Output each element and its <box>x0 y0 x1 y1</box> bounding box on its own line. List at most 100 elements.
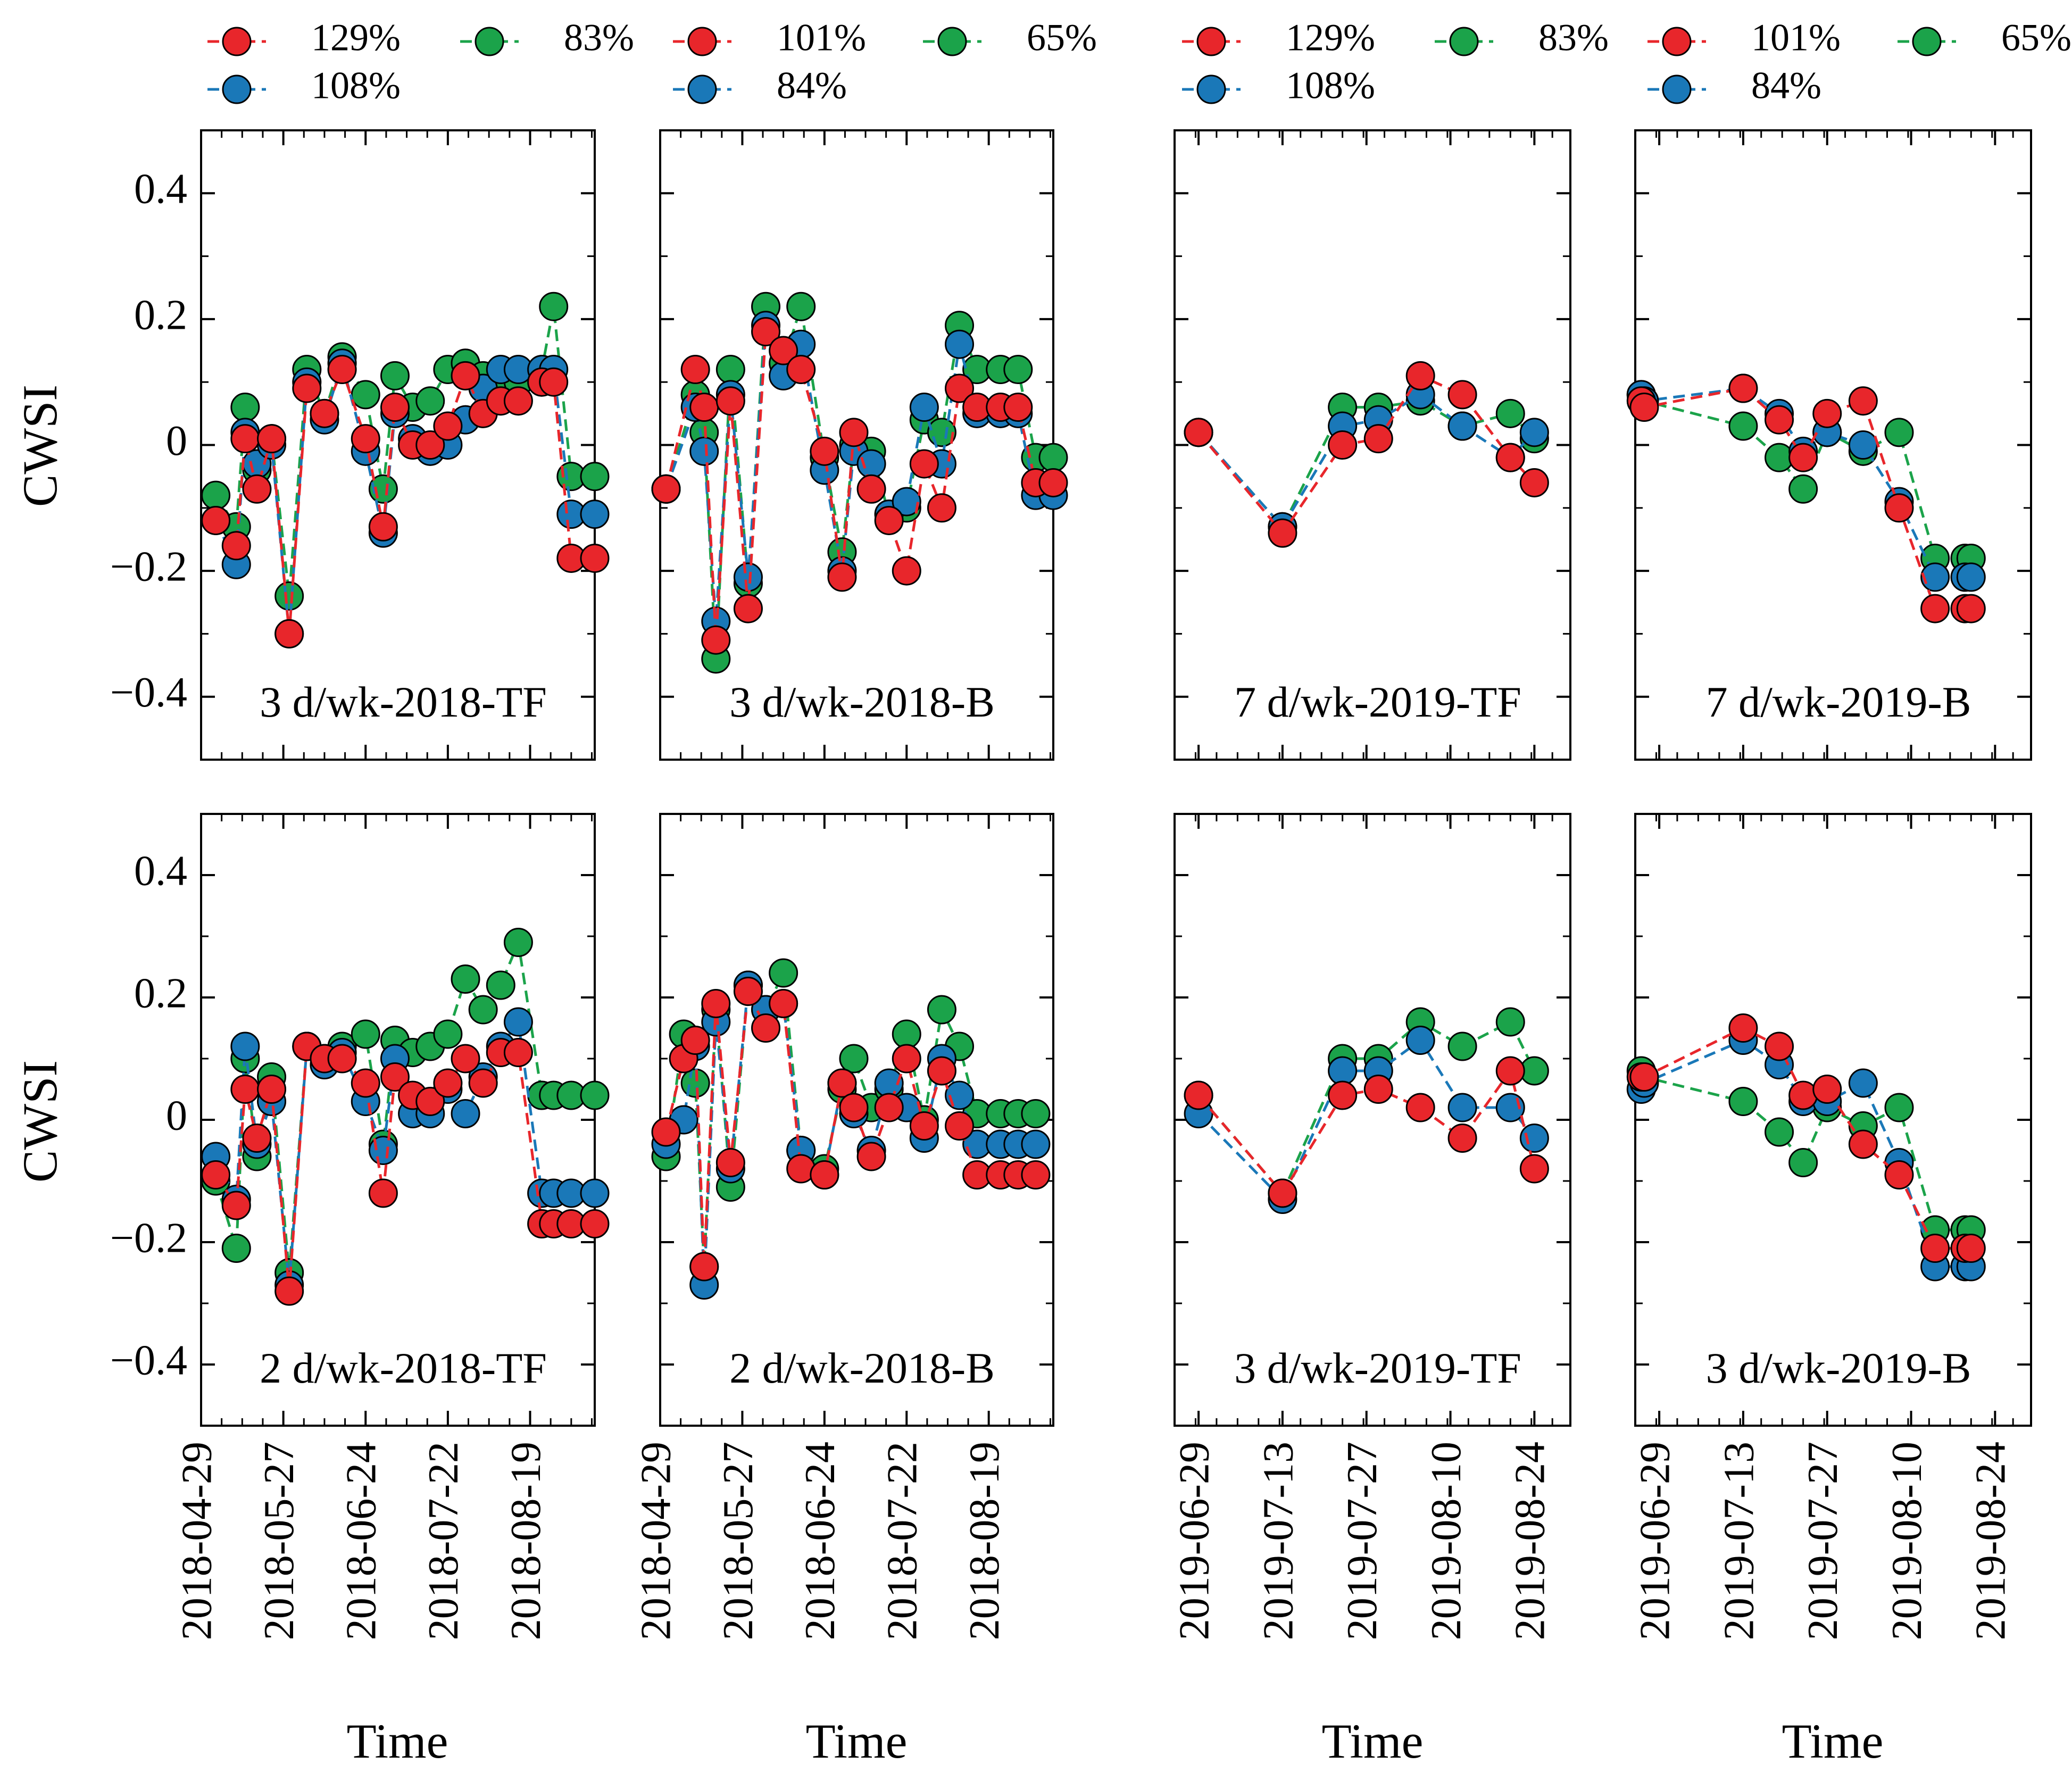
xtick-label: 2018-08-19 <box>503 1442 550 1640</box>
legend-marker <box>1662 74 1692 104</box>
legend-entry: 129% <box>207 16 401 59</box>
data-point-red <box>242 474 272 504</box>
data-point-red <box>701 625 731 655</box>
legends: 129% 83% 101% 65% 108% 84% 129% 83% 101% 65% 108% 8… <box>207 16 2071 107</box>
data-point-red <box>368 512 398 542</box>
legend-1: 129% 83% 101% 65% 108% 84% <box>207 16 1097 107</box>
series-line-red <box>1640 387 1971 610</box>
panel-label: 3 d/wk-2018-B <box>729 678 995 726</box>
data-point-red <box>1519 468 1549 497</box>
data-point-green <box>451 964 480 994</box>
panel-7: 2019-06-29 2019-07-13 2019-07-27 2019-08-10… <box>1171 813 1571 1640</box>
data-point-red <box>892 1044 921 1074</box>
data-point-red <box>1495 1056 1525 1086</box>
data-point-red <box>1405 361 1435 390</box>
legend-marker <box>1196 74 1226 104</box>
data-point-red <box>892 556 921 586</box>
data-point-red <box>415 430 445 460</box>
data-point-red <box>1629 393 1659 422</box>
xtick-label: 2018-06-24 <box>797 1442 844 1640</box>
data-point-red <box>1788 443 1818 472</box>
data-point-red <box>503 1038 533 1067</box>
data-point-red <box>1728 1013 1758 1043</box>
data-point-red <box>1956 1234 1986 1263</box>
legend-entry: 65% <box>1898 16 2071 59</box>
data-point-red <box>380 393 410 422</box>
xlabel-col1: Time <box>347 1714 448 1768</box>
data-point-red <box>1765 1031 1794 1061</box>
xtick-label: 2018-07-22 <box>420 1442 467 1640</box>
xtick-label: 2019-06-29 <box>1632 1442 1678 1640</box>
data-point-green <box>786 292 816 321</box>
legend-entry: 108% <box>1182 64 1375 107</box>
data-point-red <box>1184 418 1213 447</box>
panel-label: 3 d/wk-2019-B <box>1706 1344 1971 1392</box>
data-point-green <box>415 386 445 416</box>
data-point-green <box>486 970 515 1000</box>
data-point-red <box>769 989 798 1018</box>
data-point-blue <box>580 500 610 529</box>
data-point-blue <box>945 329 975 359</box>
data-point-red <box>1021 1160 1051 1189</box>
data-point-blue <box>1848 1068 1878 1098</box>
panel-2: 3 d/wk-2018-B <box>651 129 1068 761</box>
data-point-red <box>1788 1080 1818 1110</box>
legend-label: 84% <box>1751 64 1821 107</box>
data-point-red <box>1328 430 1358 460</box>
xtick-label: 2018-05-27 <box>256 1442 303 1640</box>
data-point-blue <box>1920 562 1950 592</box>
ylabel-bottom: CWSI <box>13 1060 67 1183</box>
data-point-red <box>680 1026 710 1055</box>
data-point-red <box>580 1209 610 1238</box>
data-point-blue <box>1519 1124 1549 1153</box>
data-point-red <box>221 1191 251 1220</box>
xtick-label: 2019-06-29 <box>1171 1442 1218 1640</box>
data-point-green <box>1038 443 1068 472</box>
data-point-green <box>580 462 610 492</box>
xlabel-col2: Time <box>806 1714 908 1768</box>
data-point-red <box>827 1068 857 1098</box>
data-point-red <box>786 355 816 385</box>
data-point-green <box>1884 418 1914 447</box>
xtick-label: 2018-04-29 <box>173 1442 220 1640</box>
data-point-blue <box>1447 411 1477 441</box>
xtick-label: 2018-07-22 <box>879 1442 926 1640</box>
data-point-blue <box>909 393 939 422</box>
data-point-green <box>1447 1031 1477 1061</box>
data-point-green <box>1884 1093 1914 1122</box>
ytick-label: 0.4 <box>134 847 187 894</box>
data-point-green <box>769 958 798 988</box>
data-point-red <box>874 1093 904 1122</box>
data-point-green <box>1495 398 1525 428</box>
data-point-red <box>874 505 904 535</box>
data-point-red <box>945 1111 975 1141</box>
data-point-green <box>1728 411 1758 441</box>
data-point-green <box>1021 1099 1051 1128</box>
data-point-red <box>230 1075 260 1104</box>
data-point-red <box>1363 424 1393 454</box>
data-point-red <box>715 386 745 416</box>
data-point-red <box>468 1068 498 1098</box>
data-point-red <box>856 474 886 504</box>
data-point-red <box>909 449 939 479</box>
data-point-red <box>327 1044 357 1074</box>
data-point-blue <box>1519 418 1549 447</box>
legend-entry: 129% <box>1182 16 1375 59</box>
legend-entry: 84% <box>673 64 847 107</box>
data-point-red <box>751 317 781 347</box>
data-point-green <box>539 292 569 321</box>
data-point-red <box>310 398 339 428</box>
data-point-blue <box>503 1007 533 1037</box>
data-point-blue <box>1447 1093 1477 1122</box>
data-point-red <box>689 393 719 422</box>
data-point-red <box>274 1276 304 1306</box>
data-point-green <box>274 581 304 611</box>
legend-label: 65% <box>1027 16 1097 59</box>
data-point-green <box>892 1019 921 1049</box>
data-point-green <box>351 380 380 410</box>
series-line-red <box>1197 1068 1536 1196</box>
data-point-green <box>1788 474 1818 504</box>
data-point-red <box>201 505 231 535</box>
panels: 0.4 0.2 0 −0.2 −0.4 3 d/wk-2018-TF 3 d/wk-2018… <box>110 129 2032 1640</box>
data-point-blue <box>1328 1056 1358 1086</box>
